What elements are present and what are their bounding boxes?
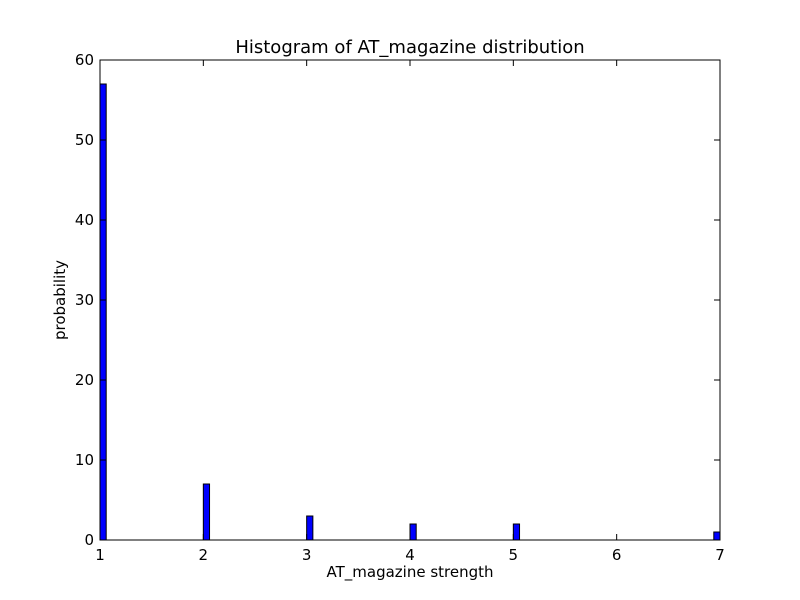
y-tick-label-6: 60 <box>75 51 94 69</box>
x-tick-label-1: 2 <box>199 546 209 564</box>
y-tick-label-4: 40 <box>75 211 94 229</box>
bar-1 <box>202 483 211 541</box>
bars-group <box>99 83 721 541</box>
y-tick-label-2: 20 <box>75 371 94 389</box>
chart-title: Histogram of AT_magazine distribution <box>235 37 584 58</box>
bar-5 <box>713 531 721 541</box>
x-tick-label-3: 4 <box>405 546 415 564</box>
bar-3 <box>409 523 417 541</box>
x-tick-label-2: 3 <box>302 546 312 564</box>
x-tick-label-6: 7 <box>715 546 725 564</box>
x-axis-label: AT_magazine strength <box>327 563 494 582</box>
y-axis-label: probability <box>51 260 69 340</box>
x-tick-label-4: 5 <box>509 546 519 564</box>
y-tick-label-3: 30 <box>75 291 94 309</box>
y-tick-label-0: 0 <box>84 531 94 549</box>
y-tick-label-1: 10 <box>75 451 94 469</box>
ticks-group: 1 2 3 4 5 6 7 0 10 20 30 40 50 60 <box>75 51 725 564</box>
bar-0 <box>99 83 107 541</box>
x-tick-label-0: 1 <box>95 546 105 564</box>
bar-2 <box>306 515 314 541</box>
y-tick-label-5: 50 <box>75 131 94 149</box>
x-tick-label-5: 6 <box>612 546 622 564</box>
plot-frame <box>99 59 721 541</box>
bar-4 <box>512 523 521 541</box>
